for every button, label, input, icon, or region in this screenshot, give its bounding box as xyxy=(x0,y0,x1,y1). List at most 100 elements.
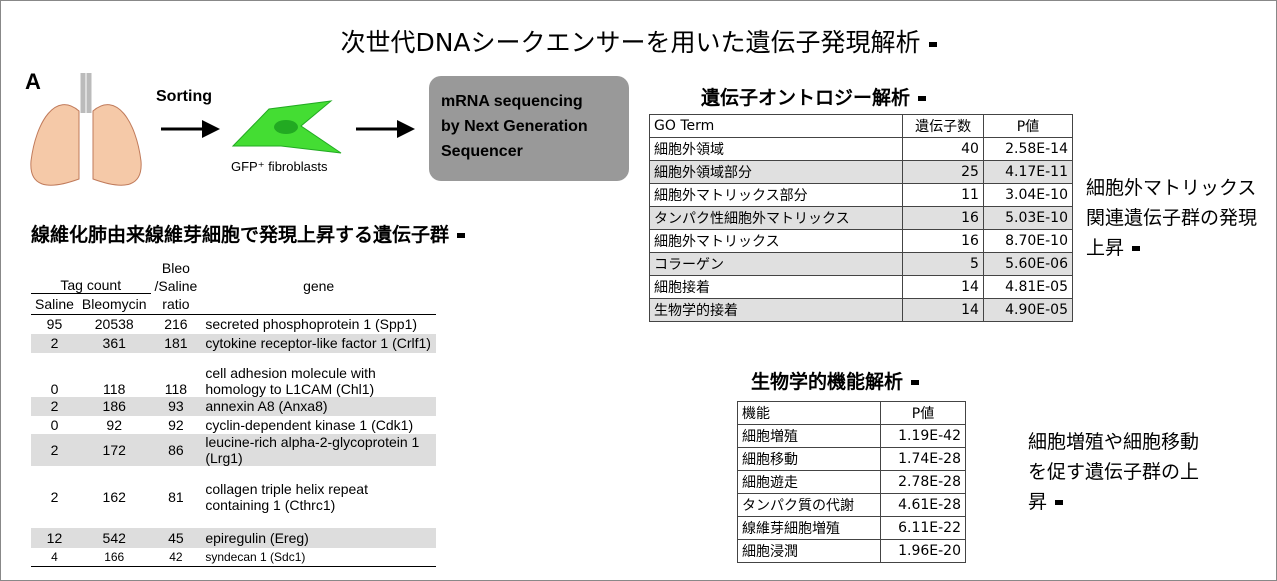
cell: タンパク質の代謝 xyxy=(736,493,882,517)
gene-cell: 181 xyxy=(164,335,188,351)
cell: 細胞外マトリックス xyxy=(648,229,904,253)
cell: 細胞外領域 xyxy=(648,137,904,161)
gene-cell: 20538 xyxy=(94,316,134,333)
cell: 2.58E-14 xyxy=(982,137,1074,161)
row: 細胞移動 1.74E-28 xyxy=(736,447,966,471)
cell: 細胞増殖 xyxy=(736,424,882,448)
result-box xyxy=(429,76,629,181)
gene-cell: 0 xyxy=(50,416,59,433)
gene-cell: 2 xyxy=(50,335,59,351)
cell: 5.03E-10 xyxy=(982,206,1074,230)
cell: 3.04E-10 xyxy=(982,183,1074,207)
note: 細胞外マトリックス関連遺伝子群の発現上昇 xyxy=(1086,173,1266,263)
gene-cell: 42 xyxy=(150,547,202,567)
header-row: 機能 P値 xyxy=(736,401,966,425)
gene-row: 2 162 81 collagen triple helix repeat conta… xyxy=(31,466,436,528)
gene-cell: secreted phosphoprotein 1 (Spp1) xyxy=(205,316,418,333)
gene-row: 2 361 181 cytokine receptor-like factor 1 (… xyxy=(31,333,436,353)
gene-row: 2 172 86 leucine-rich alpha-2-glycoprotein … xyxy=(31,433,436,466)
gene-cell: 2 xyxy=(50,398,59,414)
cell: 細胞外マトリックス部分 xyxy=(648,183,904,207)
title: 次世代DNAシークエンサーを用いた遺伝子発現解析 xyxy=(1,23,1276,59)
gene-cell: 86 xyxy=(168,441,184,458)
gene-cell: 118 xyxy=(164,380,188,397)
cell: 2.78E-28 xyxy=(880,470,966,494)
gene-cell: 542 xyxy=(102,529,126,546)
panel-label: A xyxy=(25,69,41,94)
go-table: GO Term 遺伝子数 P値 細胞外領域 40 2.58E-14 細胞外領域部分 25 4.1… xyxy=(648,114,1074,322)
cell: 16 xyxy=(902,229,984,253)
cell: 細胞外領域部分 xyxy=(648,160,904,184)
gene-cell: 361 xyxy=(102,335,126,351)
cell: 8.70E-10 xyxy=(982,229,1074,253)
result-text: mRNA sequencing xyxy=(441,93,583,110)
lung-left xyxy=(30,104,80,186)
gene-cell: 81 xyxy=(168,488,184,505)
note: 細胞増殖や細胞移動を促す遺伝子群の上昇 xyxy=(1028,427,1208,517)
header-row: Tag count Bleo/Saline ratio gene xyxy=(31,257,436,315)
title-text: 次世代DNAシークエンサーを用いた遺伝子発現解析 xyxy=(340,28,921,57)
gene-cell: 172 xyxy=(102,441,126,458)
cell: 1.19E-42 xyxy=(880,424,966,448)
cell: 4.90E-05 xyxy=(982,298,1074,322)
subheader-row: Saline Bleomycin xyxy=(31,293,436,315)
section-title-text: 線維化肺由来線維芽細胞で発現上昇する遺伝子群 xyxy=(31,224,450,246)
cell: 細胞接着 xyxy=(648,275,904,299)
header-cell: GO Term xyxy=(648,114,904,138)
cell: 4.81E-05 xyxy=(982,275,1074,299)
row: 細胞外マトリックス部分 11 3.04E-10 xyxy=(648,183,1074,207)
gene-row: 4 166 42 syndecan 1 (Sdc1) xyxy=(31,547,436,567)
row: コラーゲン 5 5.60E-06 xyxy=(648,252,1074,276)
cell: 1.74E-28 xyxy=(880,447,966,471)
cell: 14 xyxy=(902,298,984,322)
gene-table: Tag count Bleo/Saline ratio gene Saline Bleom… xyxy=(31,257,436,567)
cell: 細胞遊走 xyxy=(736,470,882,494)
gene-cell: 2 xyxy=(50,488,59,505)
gene-row: 2 186 93 annexin A8 (Anxa8) xyxy=(31,396,436,416)
gene-cell: 45 xyxy=(168,529,184,546)
gene-cell: 4 xyxy=(31,547,78,567)
gene-cell: 92 xyxy=(106,416,122,433)
gene-cell: 162 xyxy=(102,488,126,505)
row: 生物学的接着 14 4.90E-05 xyxy=(648,298,1074,322)
cell: 線維芽細胞増殖 xyxy=(736,516,882,540)
gene-cell: epiregulin (Ereg) xyxy=(205,529,309,546)
cell: 40 xyxy=(902,137,984,161)
section-title: 遺伝子オントロジー解析 xyxy=(701,83,926,110)
diagram: A Sorting GFP⁺ fibroblasts mRNA sequenci… xyxy=(25,69,629,186)
group-header: Tag count xyxy=(31,257,151,294)
row: タンパク性細胞外マトリックス 16 5.03E-10 xyxy=(648,206,1074,230)
gene-cell: cell adhesion molecule with homology to … xyxy=(205,364,376,397)
gene-cell: cytokine receptor-like factor 1 (Crlf1) xyxy=(205,335,431,351)
result-text: by Next Generation xyxy=(441,118,588,135)
row: 細胞遊走 2.78E-28 xyxy=(736,470,966,494)
gene-cell: 0 xyxy=(50,380,59,397)
section-title: 線維化肺由来線維芽細胞で発現上昇する遺伝子群 xyxy=(31,220,465,247)
cell: 16 xyxy=(902,206,984,230)
section-title-text: 遺伝子オントロジー解析 xyxy=(701,87,911,109)
ratio-header-line: ratio xyxy=(162,295,190,312)
cell: タンパク性細胞外マトリックス xyxy=(648,206,904,230)
gene-cell: leucine-rich alpha-2-glycoprotein 1 (Lrg… xyxy=(205,433,420,466)
cell: 14 xyxy=(902,275,984,299)
cell: 細胞移動 xyxy=(736,447,882,471)
function-table: 機能 P値 細胞増殖 1.19E-42 細胞移動 1.74E-28 細胞遊走 2.78E-28… xyxy=(736,401,966,563)
row: 線維芽細胞増殖 6.11E-22 xyxy=(736,516,966,540)
subheader: Bleomycin xyxy=(77,293,151,315)
ratio-header-line: Bleo xyxy=(161,259,190,276)
step-label: Sorting xyxy=(156,88,212,105)
cell: コラーゲン xyxy=(648,252,904,276)
row: 細胞浸潤 1.96E-20 xyxy=(736,539,966,563)
cell: 6.11E-22 xyxy=(880,516,966,540)
cell: 4.61E-28 xyxy=(880,493,966,517)
gene-cell: 2 xyxy=(50,441,59,458)
row: 細胞外領域部分 25 4.17E-11 xyxy=(648,160,1074,184)
gene-cell: 186 xyxy=(102,398,126,414)
header-cell: 遺伝子数 xyxy=(902,114,984,138)
section-title: 生物学的機能解析 xyxy=(751,367,919,394)
gene-cell: syndecan 1 (Sdc1) xyxy=(201,547,436,567)
cell: 細胞浸潤 xyxy=(736,539,882,563)
ratio-header: Bleo/Saline ratio xyxy=(150,257,202,315)
gene-cell: cyclin-dependent kinase 1 (Cdk1) xyxy=(205,416,414,433)
